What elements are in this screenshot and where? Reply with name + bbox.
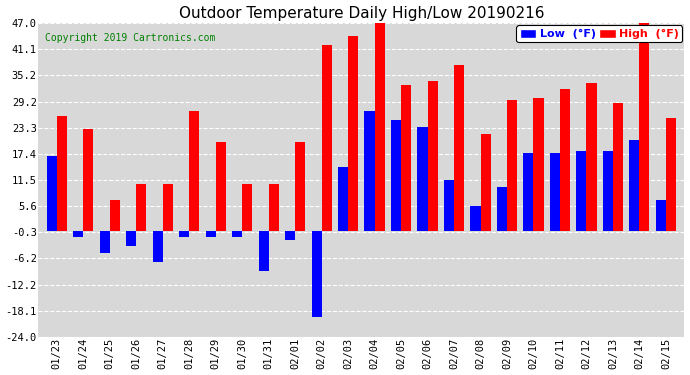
Bar bbox=[586, 83, 597, 231]
Bar bbox=[560, 89, 570, 231]
Bar bbox=[364, 111, 375, 231]
Bar bbox=[47, 156, 57, 231]
Bar bbox=[507, 100, 517, 231]
Bar bbox=[444, 180, 454, 231]
Bar bbox=[656, 200, 666, 231]
Text: Copyright 2019 Cartronics.com: Copyright 2019 Cartronics.com bbox=[45, 33, 215, 42]
Bar bbox=[268, 184, 279, 231]
Bar bbox=[391, 120, 401, 231]
Bar bbox=[417, 127, 428, 231]
Bar bbox=[285, 231, 295, 240]
Bar bbox=[57, 116, 67, 231]
Bar bbox=[480, 134, 491, 231]
Bar bbox=[232, 231, 242, 237]
Bar bbox=[428, 81, 437, 231]
Bar bbox=[576, 151, 586, 231]
Bar bbox=[629, 140, 640, 231]
Bar bbox=[110, 200, 120, 231]
Bar bbox=[533, 98, 544, 231]
Bar bbox=[179, 231, 189, 237]
Bar bbox=[311, 231, 322, 317]
Bar bbox=[322, 45, 332, 231]
Bar bbox=[666, 118, 676, 231]
Bar bbox=[348, 36, 358, 231]
Bar bbox=[375, 19, 384, 231]
Bar bbox=[73, 231, 83, 237]
Bar bbox=[295, 142, 305, 231]
Legend: Low  (°F), High  (°F): Low (°F), High (°F) bbox=[516, 26, 682, 42]
Bar bbox=[126, 231, 136, 246]
Bar bbox=[206, 231, 216, 237]
Bar bbox=[497, 187, 507, 231]
Bar bbox=[471, 207, 480, 231]
Bar bbox=[401, 85, 411, 231]
Bar bbox=[640, 23, 649, 231]
Bar bbox=[189, 111, 199, 231]
Bar bbox=[550, 153, 560, 231]
Bar bbox=[99, 231, 110, 253]
Bar bbox=[216, 142, 226, 231]
Bar bbox=[524, 153, 533, 231]
Bar bbox=[603, 151, 613, 231]
Bar bbox=[136, 184, 146, 231]
Bar bbox=[152, 231, 163, 262]
Bar bbox=[338, 167, 348, 231]
Title: Outdoor Temperature Daily High/Low 20190216: Outdoor Temperature Daily High/Low 20190… bbox=[179, 6, 544, 21]
Bar bbox=[242, 184, 253, 231]
Bar bbox=[259, 231, 268, 270]
Bar bbox=[454, 65, 464, 231]
Bar bbox=[83, 129, 93, 231]
Bar bbox=[163, 184, 172, 231]
Bar bbox=[613, 103, 623, 231]
